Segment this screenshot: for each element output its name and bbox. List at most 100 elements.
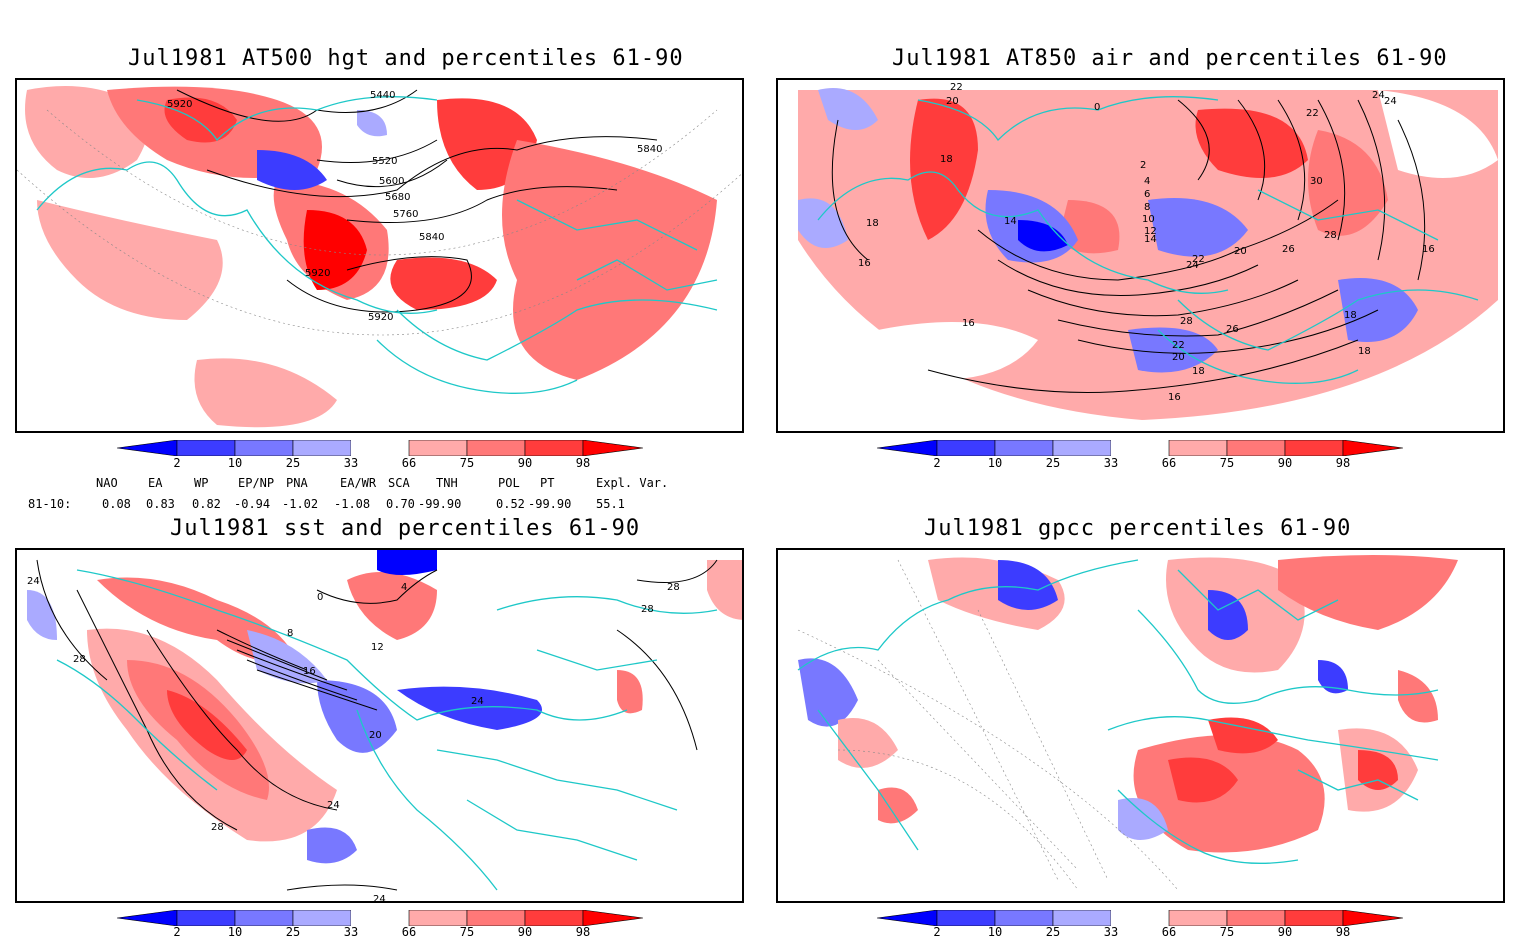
contour-label: 24 [327,800,340,811]
colorbar-tick-label: 2 [933,456,941,470]
index-header-pol: POL [498,476,520,490]
contour-label: 24 [1384,96,1397,107]
index-value-ea: 0.83 [146,497,175,511]
index-value-tnh: -99.90 [418,497,462,511]
contour-label: 5760 [393,209,418,220]
panel4-map-graphic [797,555,1458,891]
colorbar-tick-label: 33 [1103,456,1119,470]
contour-label: 8 [287,628,293,639]
contour-label: 5440 [370,90,395,101]
index-header-epnp: EP/NP [238,476,275,490]
panel1-contour-labels: 5920 5440 5520 5600 5680 5760 5840 5840 … [167,90,662,323]
index-header-nao: NAO [96,476,118,490]
contour-label: 10 [1142,214,1155,225]
colorbar-tick-label: 75 [459,456,475,470]
colorbar-tick-label: 25 [285,925,301,939]
contour-label: 14 [1004,216,1017,227]
index-header-sca: SCA [388,476,410,490]
colorbar-top-right: 2 10 25 33 66 75 90 98 [876,439,1404,472]
contour-label: 5920 [368,312,393,323]
contour-label: 4 [1144,176,1150,187]
contour-label: 14 [1144,234,1157,245]
contour-label: 24 [471,696,484,707]
index-header-eawr: EA/WR [340,476,377,490]
contour-label: 20 [369,730,382,741]
colorbar-tick-label: 33 [1103,925,1119,939]
colorbar-tick-label: 90 [1277,456,1293,470]
panel4-percentile-fields [798,555,1458,853]
panel2-percentile-fields [798,88,1498,420]
contour-label: 22 [1306,108,1319,119]
panel3-contour-labels: 24 28 0 4 8 12 16 20 24 24 28 28 28 24 [27,576,680,903]
contour-label: 20 [1172,352,1185,363]
contour-label: 30 [1310,176,1323,187]
contour-label: 24 [1186,260,1199,271]
colorbar-tick-label: 90 [517,456,533,470]
index-value-epnp: -0.94 [234,497,271,511]
contour-label: 5520 [372,156,397,167]
panel2-contour-labels: 22 20 18 18 16 14 0 2 4 6 8 10 12 14 20 … [858,82,1435,403]
colorbar-tick-label: 66 [1161,925,1177,939]
index-value-pol: 0.52 [496,497,525,511]
colorbar-tick-label: 33 [343,925,359,939]
contour-label: 26 [1282,244,1295,255]
contour-label: 5920 [167,99,192,110]
panel2-map-graphic: 22 20 18 18 16 14 0 2 4 6 8 10 12 14 20 … [798,82,1498,420]
colorbar-top-right-graphic [876,439,1404,457]
panel2-map: 22 20 18 18 16 14 0 2 4 6 8 10 12 14 20 … [776,78,1505,433]
contour-label: 24 [1372,90,1385,101]
colorbar-tick-label: 66 [1161,456,1177,470]
colorbar-tick-label: 10 [987,925,1003,939]
panel3-map: 24 28 0 4 8 12 16 20 24 24 28 28 28 24 [15,548,744,903]
index-header-tnh: TNH [436,476,458,490]
colorbar-tick-label: 2 [173,456,181,470]
panel3-coastlines [56,569,718,891]
contour-label: 5840 [419,232,444,243]
contour-label: 22 [950,82,963,93]
colorbar-tick-label: 98 [1335,925,1351,939]
contour-label: 16 [962,318,975,329]
contour-label: 5920 [305,268,330,279]
colorbar-top-left-graphic [116,439,644,457]
contour-label: 18 [940,154,953,165]
contour-label: 16 [1168,392,1181,403]
contour-label: 6 [1144,189,1150,200]
contour-label: 28 [667,582,680,593]
colorbar-tick-label: 25 [1045,925,1061,939]
colorbar-tick-label: 10 [227,456,243,470]
panel1-coastlines [36,96,718,394]
index-value-pna: -1.02 [282,497,319,511]
contour-label: 28 [641,604,654,615]
contour-label: 12 [371,642,384,653]
contour-label: 20 [946,96,959,107]
contour-label: 5840 [637,144,662,155]
colorbar-tick-label: 66 [401,925,417,939]
contour-label: 16 [1422,244,1435,255]
contour-label: 24 [373,894,386,903]
panel2-title: Jul1981 AT850 air and percentiles 61-90 [892,46,1448,71]
colorbar-tick-label: 2 [173,925,181,939]
index-value-wp: 0.82 [192,497,221,511]
colorbar-tick-label: 75 [1219,456,1235,470]
panel1-map-graphic: 5920 5440 5520 5600 5680 5760 5840 5840 … [17,80,742,431]
colorbar-tick-label: 98 [1335,456,1351,470]
contour-label: 24 [27,576,40,587]
contour-label: 18 [1358,346,1371,357]
colorbar-tick-label: 2 [933,925,941,939]
contour-label: 0 [1094,102,1100,113]
contour-label: 28 [73,654,86,665]
contour-label: 8 [1144,202,1150,213]
panel2-coastlines [817,96,1479,384]
colorbar-tick-label: 98 [575,456,591,470]
index-value-pt: -99.90 [528,497,572,511]
panel4-coastlines [797,559,1439,864]
contour-label: 16 [858,258,871,269]
index-header-ea: EA [148,476,163,490]
colorbar-tick-label: 10 [987,456,1003,470]
index-value-nao: 0.08 [102,497,131,511]
contour-label: 12 [1144,226,1157,237]
contour-label: 2 [1140,160,1146,171]
index-header-wp: WP [194,476,209,490]
contour-label: 28 [1324,230,1337,241]
colorbar-tick-label: 75 [1219,925,1235,939]
